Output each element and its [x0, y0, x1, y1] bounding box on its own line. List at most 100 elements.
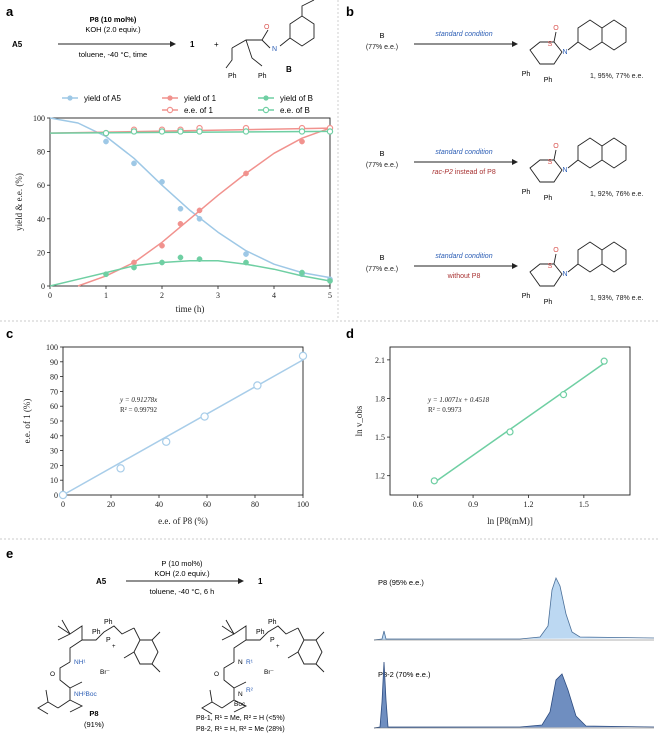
chart-c-ytick-label: 90	[50, 358, 58, 367]
row-atom-o: O	[553, 247, 559, 254]
chart-c-plot-frame	[62, 346, 304, 496]
chart-a-xlabel: time (h)	[176, 304, 205, 314]
panel-e-catalyst: P (10 mol%)	[161, 559, 203, 568]
chart-c-r2: R² = 0.99792	[120, 406, 157, 414]
chart-d-equation: y = 1.0071x + 0.4518	[427, 396, 490, 404]
chart-a-point	[103, 271, 109, 278]
reactant-label: A5	[12, 40, 23, 49]
legend-ee-1: e.e. of 1	[184, 106, 213, 115]
row-naphthyl-ring-2	[601, 137, 627, 169]
p8-phenyl-1: Ph	[92, 629, 101, 636]
chart-a-point	[102, 129, 110, 137]
row-product-structure: S O N Ph Ph	[522, 241, 627, 306]
panel-label-a: a	[6, 4, 14, 19]
row-arrow-head	[512, 263, 518, 269]
row-condition: standard condition	[435, 31, 492, 38]
row-atom-n: N	[562, 49, 567, 56]
chart-c-ytick-label: 20	[50, 461, 58, 470]
chart-d-xlabel: ln [P8(mM)]	[487, 516, 533, 526]
chart-a-point	[243, 170, 249, 177]
row-product-structure: S O N Ph Ph	[522, 137, 627, 202]
chart-d-r2: R² = 0.9973	[428, 406, 462, 414]
chart-d-xtick-label: 0.9	[468, 500, 478, 509]
chart-d-point	[506, 428, 514, 436]
chart-a-point	[131, 259, 137, 266]
row-atom-s: S	[548, 159, 553, 166]
row-result: 1, 92%, 76% e.e.	[590, 191, 643, 198]
panel-e-conditions: toluene, -40 °C, 6 h	[150, 587, 215, 596]
chart-c-ytick-label: 30	[50, 447, 58, 456]
chart-d: 0.6 0.9 1.2 1.5 1.2 1.5 1.8 2.1	[375, 356, 608, 509]
chart-c-point	[200, 412, 209, 421]
chart-d-point	[559, 391, 568, 399]
chart-a-ytick-label: 60	[37, 181, 45, 190]
row-phenyl-1: Ph	[522, 189, 531, 196]
variant-phosphorus: P	[270, 637, 275, 644]
chart-a-point	[298, 128, 306, 135]
compound-b-structure: O N Ph Ph B	[225, 0, 315, 80]
panel-b-row: B (77% e.e.) standard condition without P8 S…	[366, 241, 643, 306]
chart-c-xlabel: e.e. of P8 (%)	[158, 516, 208, 526]
chart-c-equation: y = 0.91278x	[119, 396, 158, 404]
chart-a-point	[196, 207, 203, 214]
p8-phenyl-2: Ph	[104, 619, 113, 626]
variant-phenyl-1: Ph	[256, 629, 265, 636]
chart-a-point	[327, 278, 333, 284]
p8-phosphorus: P	[106, 637, 111, 644]
chart-c-xtick-label: 40	[155, 500, 163, 509]
panel-e-reactant: A5	[96, 577, 107, 586]
variant-charge: +	[276, 644, 280, 650]
chart-c-point	[161, 437, 171, 446]
chart-a-plot-frame	[49, 117, 331, 287]
catalyst-p8-name: P8	[89, 709, 98, 718]
legend-marker-a5	[67, 95, 73, 101]
chart-c-point	[116, 464, 125, 473]
catalyst-p8-structure: Ph Ph P + Br⁻ NH¹ NH²Boc O P8 (91%)	[37, 619, 161, 729]
chart-d-series-line	[433, 362, 605, 484]
variant-nitrogen-1: N	[238, 659, 243, 666]
chart-d-point	[430, 477, 438, 485]
chart-d-ytick-label: 2.1	[375, 356, 385, 365]
row-phenyl-2: Ph	[544, 299, 553, 306]
row-phenyl-1: Ph	[522, 71, 531, 78]
base-loading: KOH (2.0 equiv.)	[85, 25, 141, 34]
panel-b-row: B (77% e.e.) standard condition S O N Ph Ph 1, 9…	[366, 19, 643, 84]
row-arrow-head	[512, 41, 518, 47]
row-atom-n: N	[562, 167, 567, 174]
chart-a-point	[177, 220, 184, 227]
panel-label-b: b	[346, 4, 354, 19]
p8-nh1: NH¹	[74, 659, 86, 666]
legend-yield-a5: yield of A5	[84, 94, 121, 103]
row-ee: (77% e.e.)	[366, 266, 398, 273]
chart-c-ytick-label: 10	[50, 476, 58, 485]
row-note: rac-P2 instead of P8	[432, 169, 496, 176]
variant-nitrogen-2: N	[238, 691, 243, 698]
chart-a-xtick-label: 0	[48, 291, 52, 300]
row-atom-s: S	[548, 263, 553, 270]
row-atom-o: O	[553, 143, 559, 150]
row-product-structure: S O N Ph Ph	[522, 19, 627, 84]
legend-marker-b	[263, 95, 269, 101]
variant-oxygen: O	[214, 671, 219, 678]
chart-c-ytick-label: 50	[50, 417, 58, 426]
row-naphthyl	[567, 241, 603, 273]
panel-e-product: 1	[258, 577, 263, 586]
row-note: without P8	[447, 273, 481, 280]
row-result: 1, 95%, 77% e.e.	[590, 73, 643, 80]
chart-a-series-line	[77, 127, 331, 287]
atom-n-label: N	[272, 46, 277, 53]
chart-a-ytick-label: 0	[41, 282, 45, 291]
chart-d-ytick-label: 1.2	[375, 472, 385, 481]
variant-p8-2: P8-2, R¹ = H, R² = Me (28%)	[196, 726, 285, 733]
chart-c-ylabel: e.e. of 1 (%)	[22, 399, 32, 444]
panel-b-rows: B (77% e.e.) standard condition S O N Ph Ph 1, 9…	[366, 19, 643, 306]
chart-a-point	[299, 138, 305, 145]
row-ee: (77% e.e.)	[366, 162, 398, 169]
legend-marker-eeb	[262, 106, 270, 114]
chart-a-point	[243, 251, 249, 257]
phenyl-label-2: Ph	[258, 73, 267, 80]
row-reactant: B	[379, 31, 384, 40]
chart-c: 0 20 40 60 80 100 0 10 20 30 40 50 60 70 80 90 100	[46, 343, 309, 509]
row-ee: (77% e.e.)	[366, 44, 398, 51]
panel-label-e: e	[6, 546, 13, 561]
